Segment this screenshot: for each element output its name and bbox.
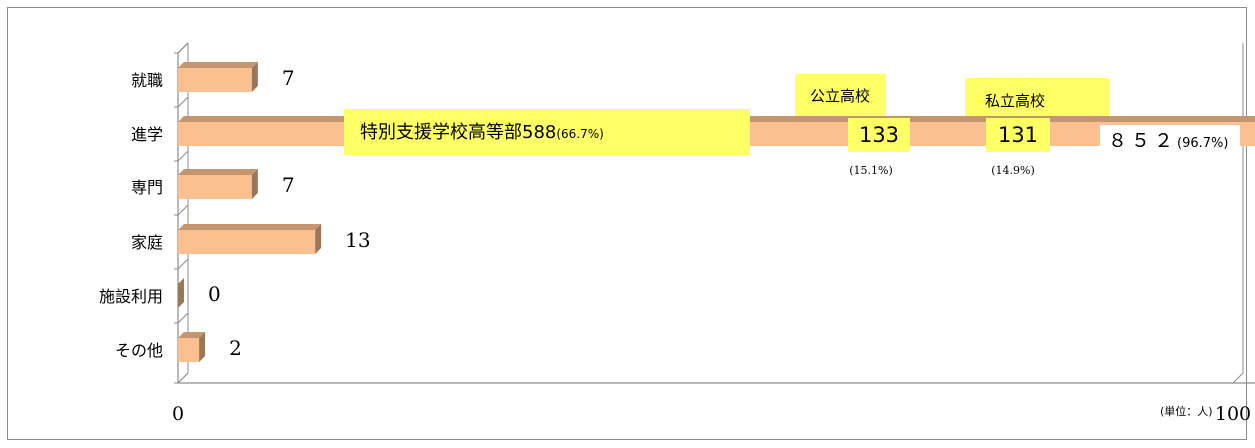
bar-segment [178,68,252,92]
bar-value-label: 13 [345,228,370,252]
callout-public-value-box [848,118,910,152]
y-floor-connector [177,258,189,270]
category-label: その他 [115,341,163,360]
total-value: ８５２ [1108,130,1177,152]
callout-tokubetsu-pct: (66.7%) [556,127,603,141]
label-layer: 0100200300400500600700800900就職進学専門家庭施設利用… [99,66,1251,425]
y-floor-connector [177,96,189,108]
unit-label: (単位：人) [1160,404,1213,418]
callout-private-value: 131 [998,123,1038,147]
category-label: 進学 [131,125,163,144]
callout-tokubetsu-label: 特別支援学校高等部588(66.7%) [360,122,604,143]
bar-side-face [251,169,258,199]
callout-public-value: 133 [859,123,899,147]
y-floor-connector [177,204,189,216]
bar-side-face [315,224,322,254]
gridline-floor-connector [1232,372,1244,384]
category-label: 家庭 [131,233,163,252]
callout-private-value-box [986,118,1050,152]
bar-segment [178,175,252,199]
callout-public-pct: (15.1%) [849,164,893,177]
x-tick-label: 100 [1215,403,1251,425]
bar-top-face [178,169,258,175]
total-pct: (96.7%) [1177,136,1228,151]
bar-side-face [178,278,184,308]
category-label: 施設利用 [99,287,163,306]
total-label: ８５２(96.7%) [1108,130,1228,152]
callout-header-public-box [795,74,886,116]
bar-segment [178,338,200,362]
bar-side-face [251,62,258,92]
y-floor-connector [177,42,189,54]
callout-header-private-box [965,78,1109,116]
x-tick-label: 0 [172,403,184,425]
callout-tokubetsu-text: 特別支援学校高等部588 [360,122,556,143]
callout-private-pct: (14.9%) [991,164,1035,177]
axis-layer [174,42,1255,384]
bar-segment [178,230,316,254]
category-label: 専門 [131,178,163,197]
y-floor-connector [177,150,189,162]
callout-public-header: 公立高校 [810,87,870,105]
bar-value-label: 2 [229,336,242,360]
bar-value-label: 7 [282,66,295,90]
category-label: 就職 [131,71,163,90]
callout-box-tokubetsu [344,109,750,155]
bar-side-face [199,332,206,362]
y-floor-connector [177,372,189,384]
bar-top-face [178,332,206,338]
total-label-box [1100,125,1240,155]
bar-value-label: 0 [208,282,221,306]
bar-value-label: 7 [282,173,295,197]
bar-top-face [178,62,258,68]
bar-top-face [178,224,322,230]
y-floor-connector [177,312,189,324]
callout-private-header: 私立高校 [985,92,1045,110]
